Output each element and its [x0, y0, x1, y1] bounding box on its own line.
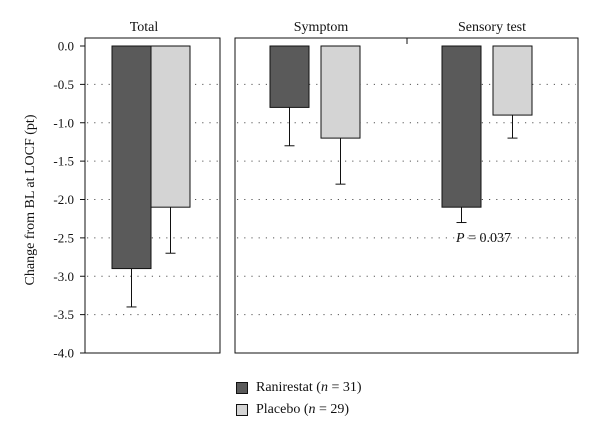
legend: Ranirestat (n = 31) Placebo (n = 29): [236, 377, 362, 421]
legend-label-placebo: Placebo (n = 29): [256, 402, 350, 417]
y-tick-label: -2.5: [53, 230, 74, 245]
y-tick-label: -1.5: [53, 154, 74, 169]
bar-ranirestat-sensory-test: [441, 45, 482, 208]
y-tick-label: -2.0: [53, 192, 74, 207]
y-tick-label: -3.5: [53, 307, 74, 322]
legend-swatch-placebo: [236, 404, 248, 416]
y-tick-label: -0.5: [53, 77, 74, 92]
y-tick-label: 0.0: [58, 39, 74, 54]
legend-swatch-ranirestat: [236, 382, 248, 394]
y-axis-label: Change from BL at LOCF (pt): [23, 114, 38, 286]
y-tick-label: -4.0: [53, 346, 74, 361]
p-value-annotation: P = 0.037: [455, 231, 511, 246]
legend-item-ranirestat: Ranirestat (n = 31): [236, 377, 362, 399]
panel-frame-1: [84, 37, 221, 354]
bar-ranirestat-total: [111, 45, 152, 270]
bar-placebo-total: [150, 45, 191, 208]
bar-placebo-symptom: [320, 45, 361, 139]
y-tick-label: -1.0: [53, 115, 74, 130]
bar-placebo-sensory-test: [492, 45, 533, 116]
bar-ranirestat-symptom: [269, 45, 310, 108]
category-label-total: Total: [130, 20, 159, 35]
y-tick-label: -3.0: [53, 269, 74, 284]
legend-label-ranirestat: Ranirestat (n = 31): [256, 380, 362, 395]
category-label-symptom: Symptom: [294, 20, 349, 35]
category-label-sensory-test: Sensory test: [458, 20, 526, 35]
legend-item-placebo: Placebo (n = 29): [236, 399, 362, 421]
